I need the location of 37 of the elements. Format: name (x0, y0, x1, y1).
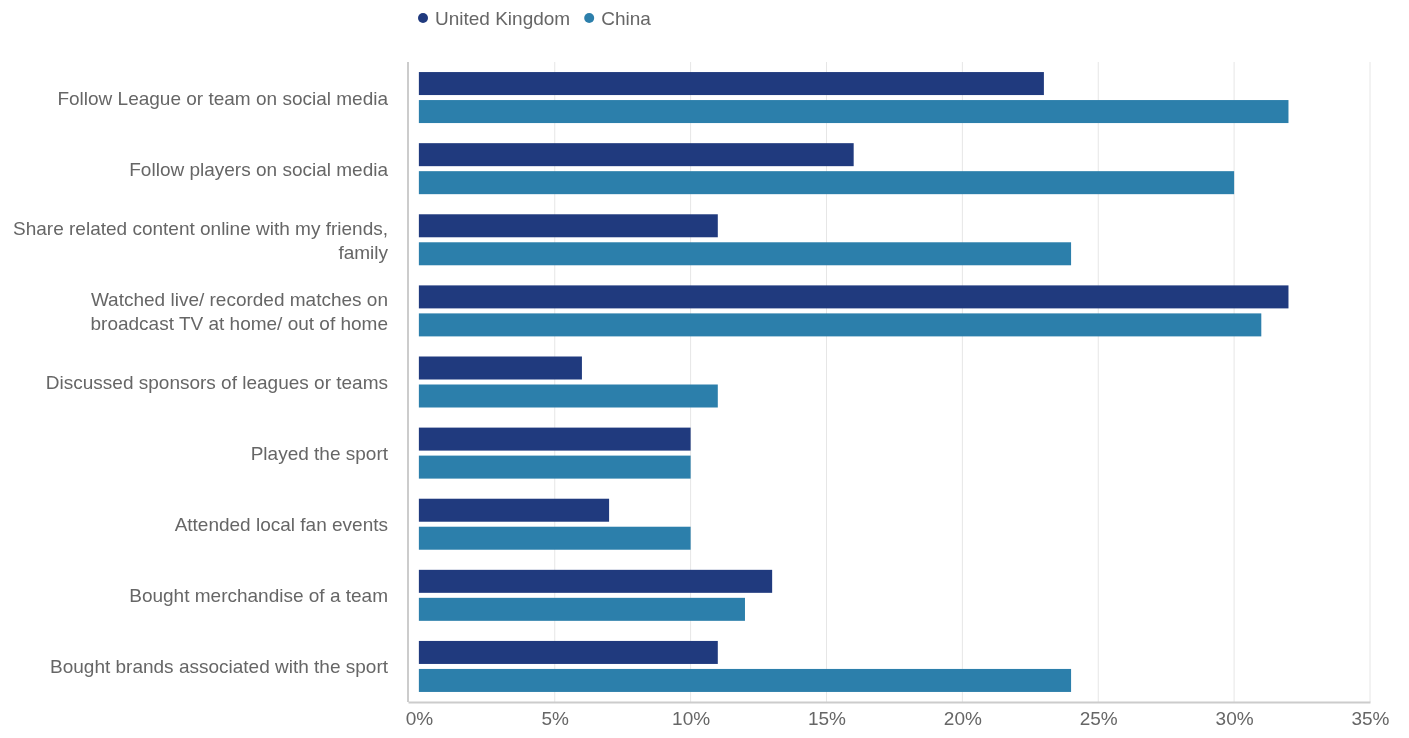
legend-label: United Kingdom (435, 8, 571, 29)
bar (418, 597, 745, 621)
y-tick-label: Attended local fan events (174, 514, 388, 536)
bar (418, 455, 691, 479)
x-tick-label: 15% (807, 708, 847, 730)
bar (418, 498, 610, 522)
y-tick-label: Watched live/ recorded matches on broadcast TV at home/ out of home (90, 288, 388, 334)
bar (418, 640, 718, 664)
bar (418, 72, 1044, 96)
y-tick-label: Discussed sponsors of leagues or teams (45, 372, 388, 393)
bar (418, 143, 854, 167)
x-tick-label: 10% (672, 708, 711, 730)
y-tick-label: Follow League or team on social media (57, 87, 389, 109)
x-tick-label: 0% (405, 708, 434, 730)
bar (418, 214, 718, 238)
x-tick-label: 25% (1079, 708, 1118, 730)
y-tick-label: Share related content online with my friends, family (13, 217, 389, 263)
y-tick-label: Follow players on social media (129, 158, 389, 180)
bar (418, 356, 582, 380)
bar (418, 526, 691, 550)
bar (418, 313, 1262, 337)
y-tick-label: Bought merchandise of a team (129, 585, 388, 607)
x-tick-label: 20% (943, 708, 982, 730)
x-tick-label: 30% (1215, 708, 1254, 730)
bar (418, 384, 718, 408)
bar (418, 171, 1235, 195)
y-tick-label: Played the sport (250, 443, 389, 465)
x-tick-label: 35% (1351, 708, 1390, 730)
bar (418, 569, 773, 593)
legend-label: China (601, 8, 652, 29)
x-tick-label: 5% (541, 708, 570, 730)
bar (418, 285, 1289, 309)
y-tick-label: Bought brands associated with the sport (50, 656, 389, 678)
bar (418, 427, 691, 451)
bar (418, 668, 1072, 692)
bar (418, 242, 1072, 266)
bar (418, 100, 1289, 124)
